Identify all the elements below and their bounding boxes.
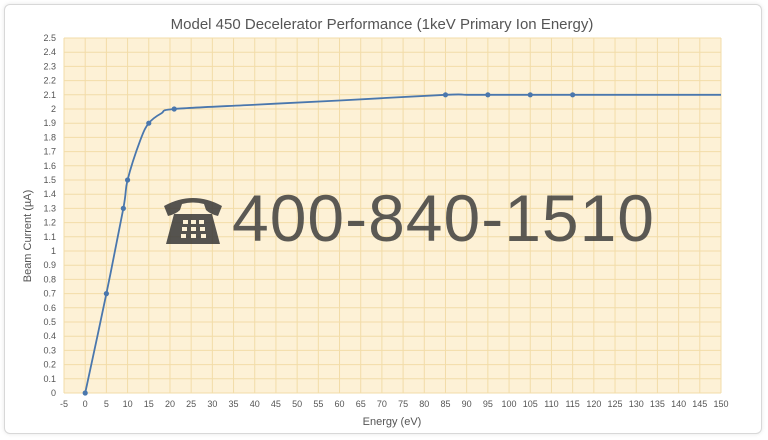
- y-tick-label: 2.4: [43, 47, 56, 57]
- x-axis-label: Energy (eV): [363, 416, 422, 428]
- y-tick-label: 1.4: [43, 189, 56, 199]
- x-tick-label: 10: [123, 399, 133, 409]
- data-point: [527, 92, 533, 98]
- y-tick-label: 0.9: [43, 260, 56, 270]
- y-tick-label: 2.3: [43, 61, 56, 71]
- y-tick-label: 0.1: [43, 374, 56, 384]
- x-tick-label: 120: [586, 399, 601, 409]
- y-tick-label: 1.6: [43, 161, 56, 171]
- x-tick-label: 65: [356, 399, 366, 409]
- y-tick-label: 0.2: [43, 360, 56, 370]
- y-tick-label: 2: [51, 104, 56, 114]
- x-tick-label: 70: [377, 399, 387, 409]
- data-point: [171, 106, 177, 112]
- y-tick-labels: 0 0.1 0.2 0.3 0.4 0.5 0.6 0.7 0.8 0.9 1 1.1 1.2 1.3 1.…: [43, 33, 56, 398]
- data-point: [124, 177, 131, 183]
- y-axis-label: Beam Current (µA): [22, 190, 34, 283]
- x-tick-label: 115: [565, 399, 579, 409]
- y-tick-label: 2.2: [43, 76, 56, 86]
- x-tick-label: 110: [544, 399, 558, 409]
- x-tick-label: 130: [629, 399, 644, 409]
- y-tick-label: 0.3: [43, 345, 56, 355]
- y-tick-label: 1.9: [43, 118, 56, 128]
- grid: [63, 37, 722, 394]
- x-tick-label: 20: [165, 399, 175, 409]
- x-tick-label: 5: [104, 399, 109, 409]
- x-tick-label: 55: [313, 399, 323, 409]
- data-point: [570, 92, 576, 98]
- data-point: [120, 205, 126, 211]
- y-tick-label: 0.7: [43, 289, 56, 299]
- y-tick-label: 1: [51, 246, 56, 256]
- x-tick-label: 25: [186, 399, 196, 409]
- x-tick-label: 30: [207, 399, 217, 409]
- y-tick-label: 0.6: [43, 303, 56, 313]
- data-point: [146, 120, 152, 126]
- y-tick-label: 1.3: [43, 203, 56, 213]
- y-tick-label: 1.1: [43, 232, 56, 242]
- data-points: [82, 92, 576, 396]
- x-tick-label: 80: [419, 399, 429, 409]
- y-tick-label: 0.5: [43, 317, 56, 327]
- y-tick-label: 0.8: [43, 274, 56, 284]
- x-tick-label: 150: [713, 399, 728, 409]
- x-tick-label: 75: [398, 399, 408, 409]
- x-tick-label: 90: [462, 399, 472, 409]
- x-tick-label: 50: [292, 399, 302, 409]
- x-tick-label: 95: [483, 399, 493, 409]
- y-tick-label: 2.1: [43, 90, 56, 100]
- x-tick-labels: -5 0 5 10 15 20 25 30 35 40 45 50 55 60 65 70 75 80 85 90 95…: [60, 399, 729, 409]
- y-tick-label: 1.5: [43, 175, 56, 185]
- x-tick-label: 145: [692, 399, 707, 409]
- y-tick-label: 1.2: [43, 218, 56, 228]
- y-tick-label: 1.8: [43, 132, 56, 142]
- chart-title: Model 450 Decelerator Performance (1keV …: [171, 16, 594, 33]
- data-point: [442, 92, 449, 98]
- data-point: [485, 92, 491, 98]
- x-tick-label: 45: [271, 399, 281, 409]
- x-tick-label: 135: [650, 399, 665, 409]
- x-tick-label: 40: [250, 399, 260, 409]
- x-tick-label: 35: [229, 399, 239, 409]
- data-point: [82, 390, 88, 396]
- y-tick-label: 0.4: [43, 331, 56, 341]
- series-line: [84, 93, 721, 394]
- x-tick-label: 140: [671, 399, 686, 409]
- watermark-phone-number: 400-840-1510: [232, 181, 656, 255]
- data-point: [103, 291, 109, 297]
- x-tick-label: 0: [83, 399, 88, 409]
- x-tick-label: -5: [60, 399, 68, 409]
- x-tick-label: 85: [440, 399, 450, 409]
- y-tick-label: 1.7: [43, 147, 56, 157]
- y-tick-label: 0: [51, 388, 56, 398]
- x-tick-label: 15: [144, 399, 154, 409]
- x-tick-label: 100: [502, 399, 517, 409]
- x-tick-label: 105: [523, 399, 538, 409]
- y-tick-label: 2.5: [43, 33, 56, 43]
- x-tick-label: 125: [608, 399, 623, 409]
- x-tick-label: 60: [335, 399, 345, 409]
